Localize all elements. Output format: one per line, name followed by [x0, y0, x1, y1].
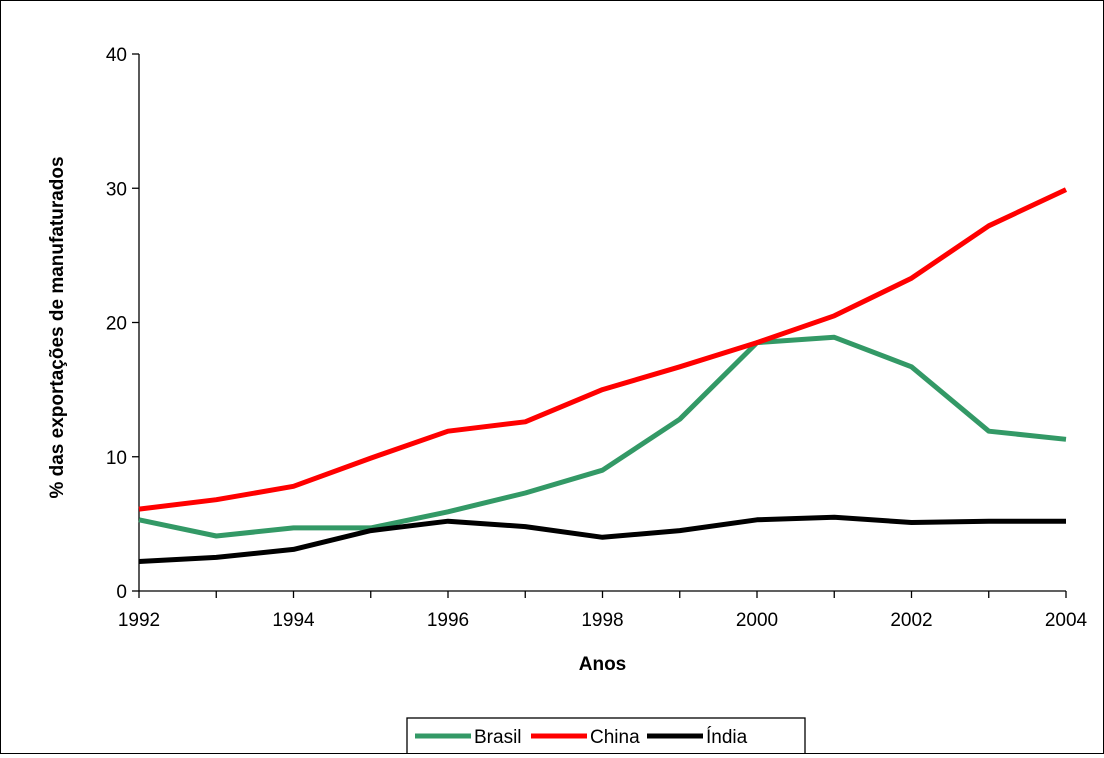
- y-tick-label: 10: [106, 448, 127, 469]
- x-axis-title: Anos: [579, 654, 627, 675]
- y-tick-label: 0: [116, 582, 127, 603]
- axes: 0 10 20 30 40 1992 1994 1996 1998 2000 2002 2004: [106, 45, 1088, 631]
- legend: Brasil China Índia: [406, 717, 806, 755]
- series-line-0: [138, 334, 1067, 539]
- series-line-2: [138, 514, 1066, 564]
- x-tick-label: 1998: [581, 610, 623, 631]
- x-tick-label: 2004: [1045, 610, 1088, 631]
- y-tick-label: 30: [106, 179, 127, 200]
- x-tick-label: 1992: [118, 610, 160, 631]
- legend-label-1: China: [590, 727, 640, 748]
- x-tick-label: 1994: [272, 610, 315, 631]
- y-tick-label: 40: [106, 45, 127, 66]
- x-tick-label: 1996: [427, 610, 469, 631]
- y-tick-label: 20: [106, 314, 127, 335]
- legend-box: [406, 717, 806, 755]
- x-tick-label: 2002: [890, 610, 932, 631]
- series-lines: [138, 187, 1068, 564]
- x-tick-label: 2000: [736, 610, 778, 631]
- legend-label-2: Índia: [706, 727, 748, 748]
- series-line-1: [138, 187, 1068, 512]
- legend-label-0: Brasil: [474, 727, 522, 748]
- y-axis-title: % das exportações de manufaturados: [47, 156, 68, 498]
